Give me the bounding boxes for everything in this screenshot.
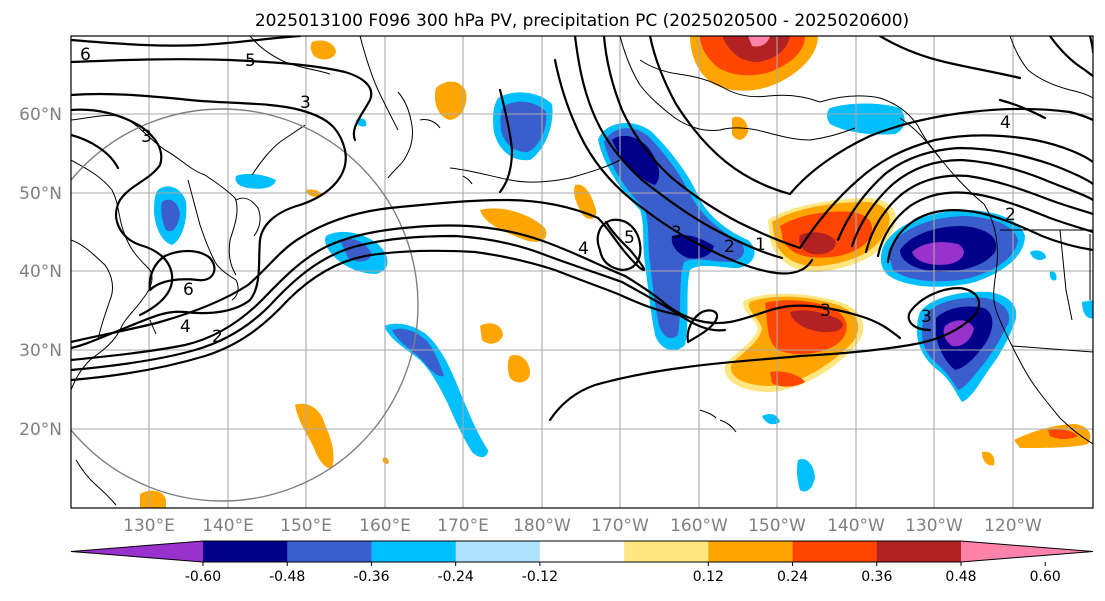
lon-label: 130°E [123, 516, 175, 536]
lat-label: 30°N [19, 341, 62, 361]
lon-label: 170°W [591, 516, 649, 536]
lon-label: 160°E [359, 516, 411, 536]
contour-label: 6 [80, 45, 91, 65]
colorbar-extend-low [71, 541, 203, 562]
colorbar: -0.60 -0.48 -0.36 -0.24 -0.12 0.12 0.24 0.36 0.4… [70, 540, 1094, 585]
colorbar-tick-label: -0.48 [269, 569, 305, 585]
colorbar-segment [371, 541, 457, 562]
colorbar-segment [203, 541, 288, 562]
colorbar-tick-label: -0.36 [353, 569, 389, 585]
contour-label: 3 [300, 93, 311, 113]
lon-label: 140°E [202, 516, 254, 536]
colorbar-segment [455, 541, 541, 562]
contour-label: 6 [183, 280, 194, 300]
negative-anomaly-california [916, 291, 1017, 402]
lon-label: 160°W [670, 516, 728, 536]
contour-label: 1 [755, 235, 766, 255]
colorbar-tick-label: 0.36 [861, 569, 892, 585]
lat-label: 60°N [19, 105, 62, 125]
contour-label: 5 [624, 228, 635, 248]
colorbar-segment [876, 541, 962, 562]
colorbar-segment [287, 541, 372, 562]
lon-label: 150°E [280, 516, 332, 536]
contour-label: 3 [671, 223, 682, 243]
colorbar-tick-label: 0.24 [777, 569, 808, 585]
colorbar-tick-label: 0.60 [1030, 569, 1061, 585]
graticule [71, 36, 1093, 508]
lat-label: 50°N [19, 184, 62, 204]
positive-anomaly-top [690, 36, 818, 91]
negative-anomaly-northeast-pacific [880, 210, 1025, 287]
map-panel: 6 5 3 3 6 4 2 4 5 3 2 1 3 3 4 2 [71, 36, 1093, 508]
precip-shading [140, 36, 1093, 508]
lon-label: 150°W [748, 516, 806, 536]
lat-label: 40°N [19, 262, 62, 282]
positive-anomaly-small [140, 40, 1091, 508]
contour-label: 2 [1005, 205, 1016, 225]
contour-label: 3 [921, 307, 932, 327]
contour-label: 4 [180, 317, 191, 337]
map-frame [70, 35, 1094, 509]
reference-circle [71, 108, 419, 502]
colorbar-extend-high [961, 541, 1093, 562]
lon-label: 180°W [513, 516, 571, 536]
lon-label: 120°W [984, 516, 1042, 536]
lat-label: 20°N [19, 420, 62, 440]
pv-contour-labels: 6 5 3 3 6 4 2 4 5 3 2 1 3 3 4 2 [80, 45, 1016, 347]
contour-label: 5 [245, 51, 256, 71]
colorbar-tick-label: 0.12 [693, 569, 724, 585]
negative-anomaly-central-trough [598, 122, 755, 351]
colorbar-segment [792, 541, 878, 562]
latitude-labels: 60°N 50°N 40°N 30°N 20°N [19, 105, 62, 440]
lon-label: 170°E [437, 516, 489, 536]
longitude-labels: 130°E 140°E 150°E 160°E 170°E 180°W 170°… [123, 516, 1042, 536]
colorbar-tick-label: -0.12 [522, 569, 558, 585]
colorbar-tick-label: 0.48 [945, 569, 976, 585]
colorbar-segment [708, 541, 794, 562]
lon-label: 130°W [905, 516, 963, 536]
contour-label: 4 [1000, 113, 1011, 133]
contour-label: 2 [724, 237, 735, 257]
colorbar-tick-label: -0.60 [185, 569, 221, 585]
contour-label: 3 [141, 127, 152, 147]
contour-label: 4 [578, 239, 589, 259]
map-title: 2025013100 F096 300 hPa PV, precipitatio… [255, 11, 909, 31]
pv-contours [71, 36, 1093, 422]
lon-label: 140°W [827, 516, 885, 536]
colorbar-segment [624, 541, 709, 562]
colorbar-tick-label: -0.24 [438, 569, 474, 585]
contour-label: 2 [212, 327, 223, 347]
contour-label: 3 [820, 301, 831, 321]
colorbar-segment [539, 541, 625, 562]
positive-anomaly-central-pacific [724, 293, 864, 392]
positive-anomaly-gulf-alaska [768, 197, 896, 273]
